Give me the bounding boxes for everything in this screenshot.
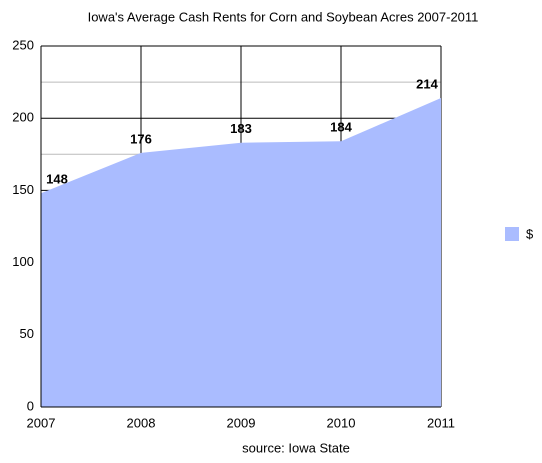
y-tick-label: 0	[27, 398, 34, 413]
data-label: 148	[46, 172, 68, 187]
data-label: 214	[416, 76, 438, 91]
y-tick-label: 50	[20, 326, 34, 341]
y-tick-label: 100	[12, 254, 34, 269]
chart-title: Iowa's Average Cash Rents for Corn and S…	[88, 9, 479, 24]
x-tick-label: 2009	[227, 415, 256, 430]
y-tick-label: 200	[12, 110, 34, 125]
y-tick-label: 150	[12, 182, 34, 197]
x-tick-label: 2008	[127, 415, 156, 430]
legend-label: $	[526, 226, 534, 241]
x-tick-label: 2007	[27, 415, 56, 430]
y-tick-label: 250	[12, 37, 34, 52]
x-tick-label: 2011	[427, 415, 455, 430]
legend-swatch	[505, 227, 519, 241]
area	[41, 97, 441, 407]
data-label: 183	[230, 121, 252, 136]
x-tick-label: 2010	[327, 415, 356, 430]
data-label: 184	[330, 120, 352, 135]
data-label: 176	[130, 131, 152, 146]
source-note: source: Iowa State	[242, 440, 350, 455]
